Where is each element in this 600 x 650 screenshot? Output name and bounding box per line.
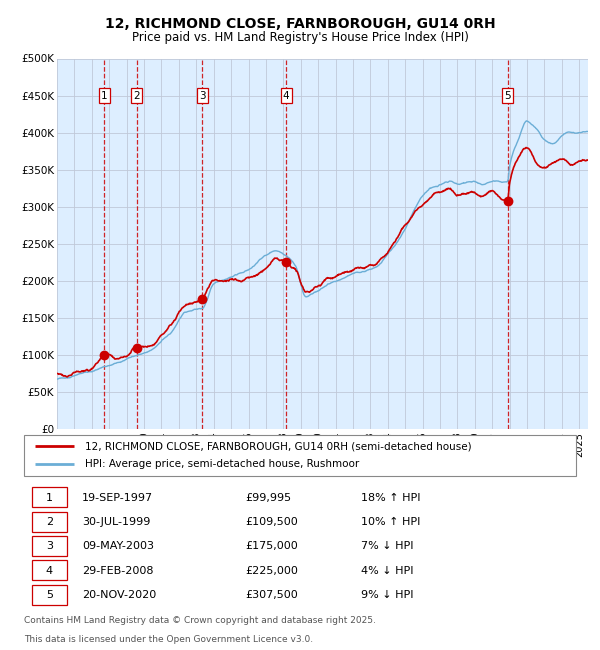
Text: £307,500: £307,500 <box>245 590 298 600</box>
FancyBboxPatch shape <box>32 560 67 580</box>
Text: 9% ↓ HPI: 9% ↓ HPI <box>361 590 413 600</box>
Text: 19-SEP-1997: 19-SEP-1997 <box>82 493 153 502</box>
Text: 09-MAY-2003: 09-MAY-2003 <box>82 541 154 551</box>
Text: £225,000: £225,000 <box>245 566 298 576</box>
Text: Contains HM Land Registry data © Crown copyright and database right 2025.: Contains HM Land Registry data © Crown c… <box>24 616 376 625</box>
Text: 2: 2 <box>133 90 140 101</box>
Text: £109,500: £109,500 <box>245 517 298 527</box>
FancyBboxPatch shape <box>32 512 67 532</box>
Text: 1: 1 <box>46 493 53 502</box>
Text: HPI: Average price, semi-detached house, Rushmoor: HPI: Average price, semi-detached house,… <box>85 460 359 469</box>
Text: 10% ↑ HPI: 10% ↑ HPI <box>361 517 420 527</box>
Point <box>197 294 207 304</box>
Text: This data is licensed under the Open Government Licence v3.0.: This data is licensed under the Open Gov… <box>24 635 313 644</box>
FancyBboxPatch shape <box>32 585 67 604</box>
Text: 7% ↓ HPI: 7% ↓ HPI <box>361 541 413 551</box>
Text: 2: 2 <box>46 517 53 527</box>
Point <box>100 350 109 360</box>
Text: 5: 5 <box>505 90 511 101</box>
Text: Price paid vs. HM Land Registry's House Price Index (HPI): Price paid vs. HM Land Registry's House … <box>131 31 469 44</box>
FancyBboxPatch shape <box>24 435 576 476</box>
Text: £175,000: £175,000 <box>245 541 298 551</box>
Text: 4% ↓ HPI: 4% ↓ HPI <box>361 566 413 576</box>
Text: 5: 5 <box>46 590 53 600</box>
Text: 30-JUL-1999: 30-JUL-1999 <box>82 517 151 527</box>
FancyBboxPatch shape <box>32 536 67 556</box>
Text: 18% ↑ HPI: 18% ↑ HPI <box>361 493 420 502</box>
Text: 12, RICHMOND CLOSE, FARNBOROUGH, GU14 0RH (semi-detached house): 12, RICHMOND CLOSE, FARNBOROUGH, GU14 0R… <box>85 441 472 451</box>
Text: £99,995: £99,995 <box>245 493 291 502</box>
FancyBboxPatch shape <box>32 488 67 507</box>
Text: 3: 3 <box>46 541 53 551</box>
Point <box>503 196 512 206</box>
Point <box>132 343 142 353</box>
Text: 12, RICHMOND CLOSE, FARNBOROUGH, GU14 0RH: 12, RICHMOND CLOSE, FARNBOROUGH, GU14 0R… <box>104 17 496 31</box>
Text: 4: 4 <box>46 566 53 576</box>
Text: 29-FEB-2008: 29-FEB-2008 <box>82 566 154 576</box>
Text: 1: 1 <box>101 90 107 101</box>
Text: 4: 4 <box>283 90 289 101</box>
Text: 3: 3 <box>199 90 206 101</box>
Text: 20-NOV-2020: 20-NOV-2020 <box>82 590 156 600</box>
Point <box>281 257 291 268</box>
